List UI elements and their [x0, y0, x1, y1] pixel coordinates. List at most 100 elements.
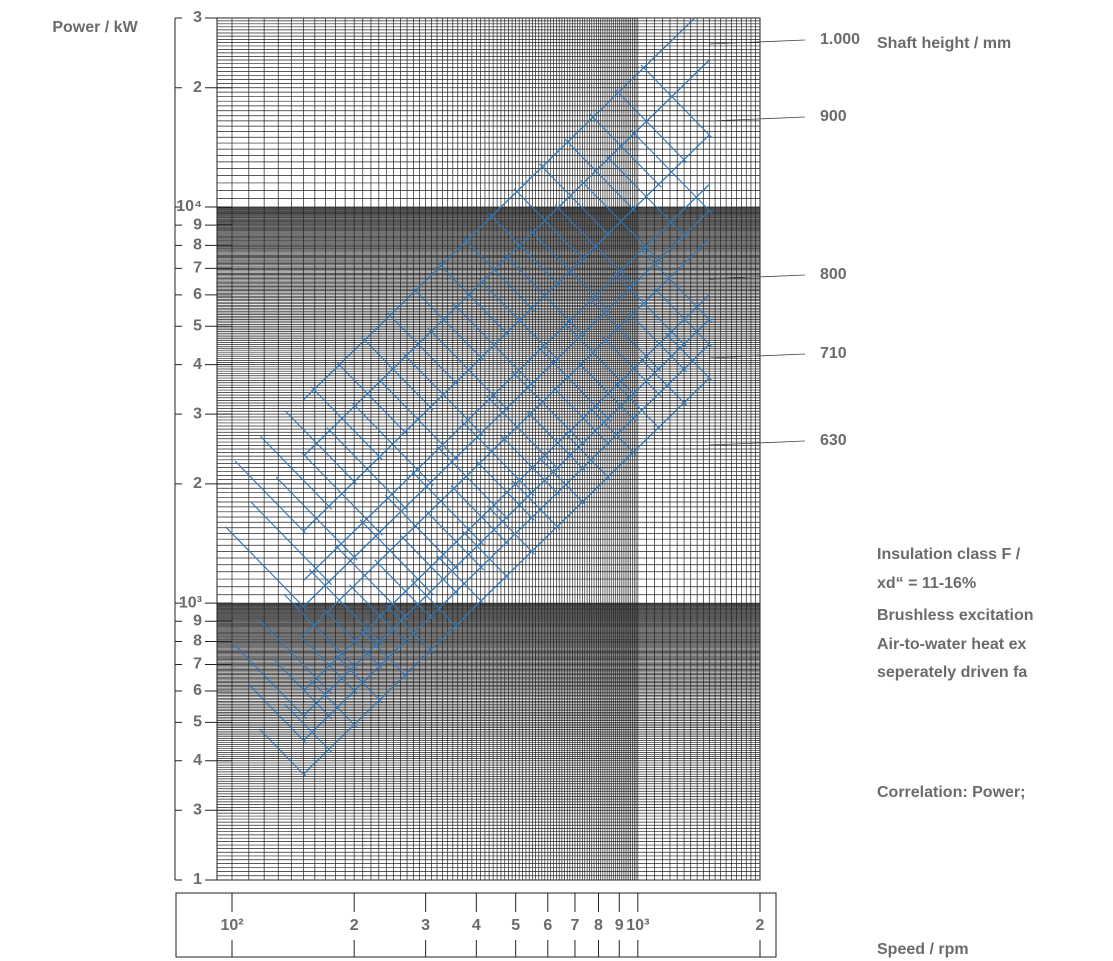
note: Brushless excitation [877, 607, 1034, 624]
band-hatch [351, 402, 434, 487]
x-tick-label: 3 [421, 917, 430, 934]
band-hatch [349, 584, 409, 645]
band-hatch [638, 247, 713, 323]
x-tick-label: 2 [350, 917, 359, 934]
band-hatch [386, 312, 459, 386]
x-tick-label: 10³ [626, 917, 649, 934]
y-tick-label: 1 [193, 871, 202, 888]
band-hatch [437, 262, 510, 337]
note: Insulation class F / [877, 546, 1021, 563]
x-tick-label: 7 [571, 917, 580, 934]
band-hatch [653, 287, 713, 348]
band-hatch [537, 455, 586, 506]
legend-label: 800 [820, 266, 847, 283]
leader-line [709, 39, 806, 45]
y-tick-label: 3 [193, 405, 202, 422]
y-tick-label: 7 [193, 260, 202, 277]
x-tick-label: 9 [615, 917, 624, 934]
band-hatch [461, 530, 510, 580]
band-hatch [326, 427, 409, 511]
band-hatch [284, 703, 333, 753]
band-upper-line [303, 59, 710, 457]
band-upper-line [303, 238, 710, 636]
x-tick-label: 8 [594, 917, 603, 934]
plot-frame [216, 17, 761, 881]
band-hatch [486, 395, 561, 472]
band-hatch [374, 559, 434, 620]
band-hatch [385, 604, 434, 654]
band-hatch [552, 386, 612, 447]
band-hatch [615, 89, 688, 163]
band-hatch [436, 555, 485, 605]
band-hatch [475, 460, 535, 521]
y-tick-label: 2 [193, 79, 202, 96]
band-hatch [323, 609, 383, 670]
band-hatch [486, 505, 535, 555]
x-tick-label: 6 [543, 917, 552, 934]
y-tick-label: 8 [193, 237, 202, 254]
band-hatch [427, 328, 510, 412]
band-hatch [588, 406, 637, 456]
band-hatch [577, 361, 637, 422]
band-hatch [301, 452, 383, 536]
band-hatch [664, 332, 713, 382]
leader-line [709, 116, 806, 122]
legend-label: 710 [820, 345, 847, 362]
y-tick-label: 3 [193, 801, 202, 818]
y-tick-label: 10³ [179, 594, 202, 611]
band-hatch [589, 114, 662, 188]
band-hatch [640, 64, 713, 139]
band-hatch [334, 654, 383, 704]
band-hatch [478, 278, 561, 363]
leader-line [709, 274, 806, 280]
band-hatch [488, 213, 561, 287]
band-hatch [402, 352, 485, 437]
note: Air-to-water heat ex [877, 636, 1026, 653]
band-hatch [453, 303, 535, 388]
band-hatch [310, 386, 383, 461]
band-hatch [225, 526, 307, 610]
y-tick-label: 8 [193, 633, 202, 650]
band-hatch [512, 480, 561, 530]
band-hatch [501, 435, 561, 497]
band-hatch [511, 370, 586, 447]
band-hatch [539, 163, 612, 238]
note: Correlation: Power; [877, 784, 1025, 801]
band-hatch [639, 356, 688, 407]
band-hatch [513, 188, 586, 263]
band-hatch [537, 346, 612, 422]
band-hatch [563, 431, 612, 481]
band-hatch [359, 519, 434, 596]
band-hatch [285, 411, 358, 485]
band-hatch [529, 229, 612, 313]
band-hatch [309, 678, 358, 728]
band-hatch [234, 460, 307, 535]
band-hatch [258, 728, 307, 778]
legend-title: Shaft height / mm [877, 35, 1011, 52]
band-hatch [384, 494, 459, 571]
leader-line [709, 440, 806, 446]
y-tick-label: 5 [193, 317, 202, 334]
legend-label: 630 [820, 432, 847, 449]
y-tick-label: 10⁴ [176, 198, 202, 215]
y-tick-label: 4 [193, 356, 202, 373]
band-hatch [336, 361, 409, 436]
y-tick-label: 5 [193, 714, 202, 731]
band-hatch [377, 377, 459, 462]
y-tick-label: 9 [193, 216, 202, 233]
y-tick-label: 7 [193, 656, 202, 673]
band-hatch [232, 643, 307, 719]
band-hatch [526, 410, 586, 472]
y-tick-label: 2 [193, 475, 202, 492]
band-hatch [334, 544, 409, 620]
band-hatch [562, 321, 637, 398]
leader-line [709, 353, 806, 359]
band-hatch [361, 336, 434, 411]
y-tick-label: 6 [193, 286, 202, 303]
band-hatch [360, 629, 409, 679]
band-hatch [435, 445, 510, 521]
band-hatch [250, 501, 333, 586]
note: seperately driven fa [877, 664, 1027, 681]
band-hatch [602, 336, 662, 398]
